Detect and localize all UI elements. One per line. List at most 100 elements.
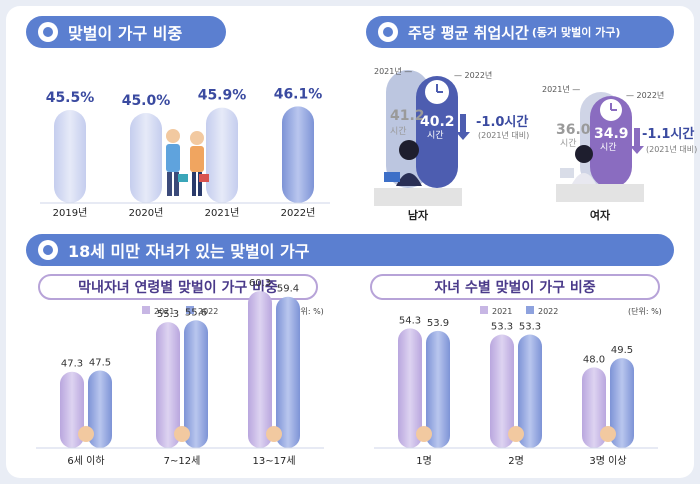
bar-value-label: 47.5 bbox=[89, 358, 111, 369]
share-bar bbox=[130, 113, 162, 203]
bar-2022 bbox=[518, 334, 542, 448]
bar-value-label: 59.4 bbox=[277, 284, 299, 295]
subheader-title: 막내자녀 연령별 맞벌이 가구 비중 bbox=[78, 280, 278, 296]
share-value-label: 45.9% bbox=[198, 88, 247, 104]
male-2022-year-label: — 2022년 bbox=[454, 70, 492, 80]
male-change-note: (2021년 대비) bbox=[478, 130, 529, 140]
bar-2022 bbox=[184, 320, 208, 448]
bar-2021 bbox=[156, 322, 180, 448]
male-2021-year-label: 2021년 — bbox=[374, 66, 412, 76]
circle-bullet-icon bbox=[38, 240, 58, 260]
legend-label-2022: 2022 bbox=[538, 307, 558, 316]
female-change-note: (2021년 대비) bbox=[646, 144, 697, 154]
category-tick-label: 1명 bbox=[416, 455, 432, 467]
bar-2021 bbox=[398, 328, 422, 448]
female-2021-unit: 시간 bbox=[560, 138, 577, 149]
legend-swatch-2022 bbox=[186, 306, 194, 314]
category-tick-label: 2명 bbox=[508, 455, 524, 467]
child-illustration bbox=[174, 426, 190, 442]
bar-value-label: 54.3 bbox=[399, 315, 421, 326]
bar-2022 bbox=[610, 358, 634, 448]
bar-value-label: 53.9 bbox=[427, 318, 449, 329]
year-tick-label: 2022년 bbox=[281, 207, 316, 219]
bar-value-label: 55.6 bbox=[185, 307, 207, 318]
circle-bullet-icon bbox=[38, 22, 58, 42]
year-tick-label: 2019년 bbox=[53, 207, 88, 219]
bar-value-label: 53.3 bbox=[519, 322, 541, 333]
subheader-number-of-children: 자녀 수별 맞벌이 가구 비중 bbox=[370, 274, 660, 300]
down-arrow-icon bbox=[456, 114, 470, 140]
category-tick-label: 3명 이상 bbox=[589, 455, 626, 467]
chart-weekly-hours: 2021년 — — 2022년 41.2 시간 40.2 시간 -1.0시간 (… bbox=[374, 66, 697, 222]
bar-2021 bbox=[248, 291, 272, 448]
share-value-label: 45.0% bbox=[122, 93, 171, 109]
family-illustration bbox=[166, 129, 209, 196]
share-bar bbox=[54, 110, 86, 203]
section-header-dual-income-share: 맞벌이 가구 비중 bbox=[26, 16, 226, 48]
share-value-label: 45.5% bbox=[46, 90, 95, 106]
bar-2022 bbox=[426, 330, 450, 448]
bar-2021 bbox=[490, 334, 514, 448]
man-worker-illustration bbox=[399, 140, 419, 160]
category-tick-label: 7~12세 bbox=[164, 455, 201, 467]
share-bar bbox=[282, 106, 314, 203]
year-tick-label: 2021년 bbox=[205, 207, 240, 219]
category-tick-label: 13~17세 bbox=[252, 455, 295, 467]
child-illustration bbox=[416, 426, 432, 442]
unit-label: (단위: %) bbox=[290, 306, 324, 316]
legend-sub1: 2021 2022 (단위: %) bbox=[142, 306, 324, 316]
female-label: 여자 bbox=[590, 208, 611, 222]
child-illustration bbox=[266, 426, 282, 442]
female-2022-value: 34.9 bbox=[594, 126, 629, 142]
female-2022-hours-bar bbox=[590, 96, 632, 188]
male-2021-value: 41.2 bbox=[390, 108, 425, 124]
child-illustration bbox=[600, 426, 616, 442]
section-title: 주당 평균 취업시간 bbox=[408, 23, 529, 42]
section-title: 18세 미만 자녀가 있는 맞벌이 가구 bbox=[68, 242, 310, 261]
male-label: 남자 bbox=[408, 208, 429, 222]
bar-value-label: 49.5 bbox=[611, 345, 633, 356]
female-change-value: -1.1시간 bbox=[642, 126, 694, 142]
legend-swatch-2021 bbox=[480, 306, 488, 314]
section-title-small: (동거 맞벌이 가구) bbox=[531, 26, 621, 39]
circle-bullet-icon bbox=[378, 22, 398, 42]
bar-2021 bbox=[582, 367, 606, 448]
legend-label-2021: 2021 bbox=[492, 307, 512, 316]
legend-swatch-2021 bbox=[142, 306, 150, 314]
unit-label: (단위: %) bbox=[628, 306, 662, 316]
legend-sub2: 2021 2022 (단위: %) bbox=[480, 306, 662, 316]
chart-number-of-children: 54.3 53.9 1명 53.3 53.3 2명 48.0 49.5 3명 이상 bbox=[374, 315, 658, 467]
female-2021-value: 36.0 bbox=[556, 122, 591, 138]
down-arrow-icon bbox=[630, 128, 644, 154]
female-label-box bbox=[556, 184, 644, 202]
female-2021-year-label: 2021년 — bbox=[542, 84, 580, 94]
bar-value-label: 55.3 bbox=[157, 309, 179, 320]
legend-swatch-2022 bbox=[526, 306, 534, 314]
male-2021-unit: 시간 bbox=[390, 126, 407, 137]
bar-value-label: 47.3 bbox=[61, 359, 83, 370]
share-value-label: 46.1% bbox=[274, 86, 323, 102]
male-2022-value: 40.2 bbox=[420, 114, 455, 130]
male-change-value: -1.0시간 bbox=[476, 114, 528, 130]
chart-dual-income-share: 45.5% 2019년 45.0% 2020년 45.9% 2021년 46.1% 2022년 bbox=[40, 86, 330, 219]
female-2022-unit: 시간 bbox=[600, 142, 617, 153]
male-label-box bbox=[374, 188, 462, 206]
bar-2022 bbox=[276, 296, 300, 448]
bar-2021 bbox=[60, 371, 84, 448]
subheader-title: 자녀 수별 맞벌이 가구 비중 bbox=[434, 280, 596, 296]
year-tick-label: 2020년 bbox=[129, 207, 164, 219]
legend-label-2021: 2021 bbox=[154, 307, 174, 316]
subheader-youngest-child-age: 막내자녀 연령별 맞벌이 가구 비중 bbox=[38, 274, 318, 300]
share-bar bbox=[206, 107, 238, 203]
chart-youngest-child-age: 47.3 47.5 6세 이하 55.3 55.6 7~12세 60.3 59.4 13~17세 bbox=[36, 278, 324, 467]
section-header-children-under-18: 18세 미만 자녀가 있는 맞벌이 가구 bbox=[26, 234, 674, 266]
child-illustration bbox=[78, 426, 94, 442]
section-header-weekly-hours: 주당 평균 취업시간 (동거 맞벌이 가구) bbox=[366, 16, 674, 48]
bar-2022 bbox=[88, 370, 112, 448]
male-2022-hours-bar bbox=[416, 76, 458, 188]
woman-worker-illustration bbox=[575, 145, 593, 163]
child-illustration bbox=[508, 426, 524, 442]
legend-label-2022: 2022 bbox=[198, 307, 218, 316]
category-tick-label: 6세 이하 bbox=[67, 454, 104, 467]
